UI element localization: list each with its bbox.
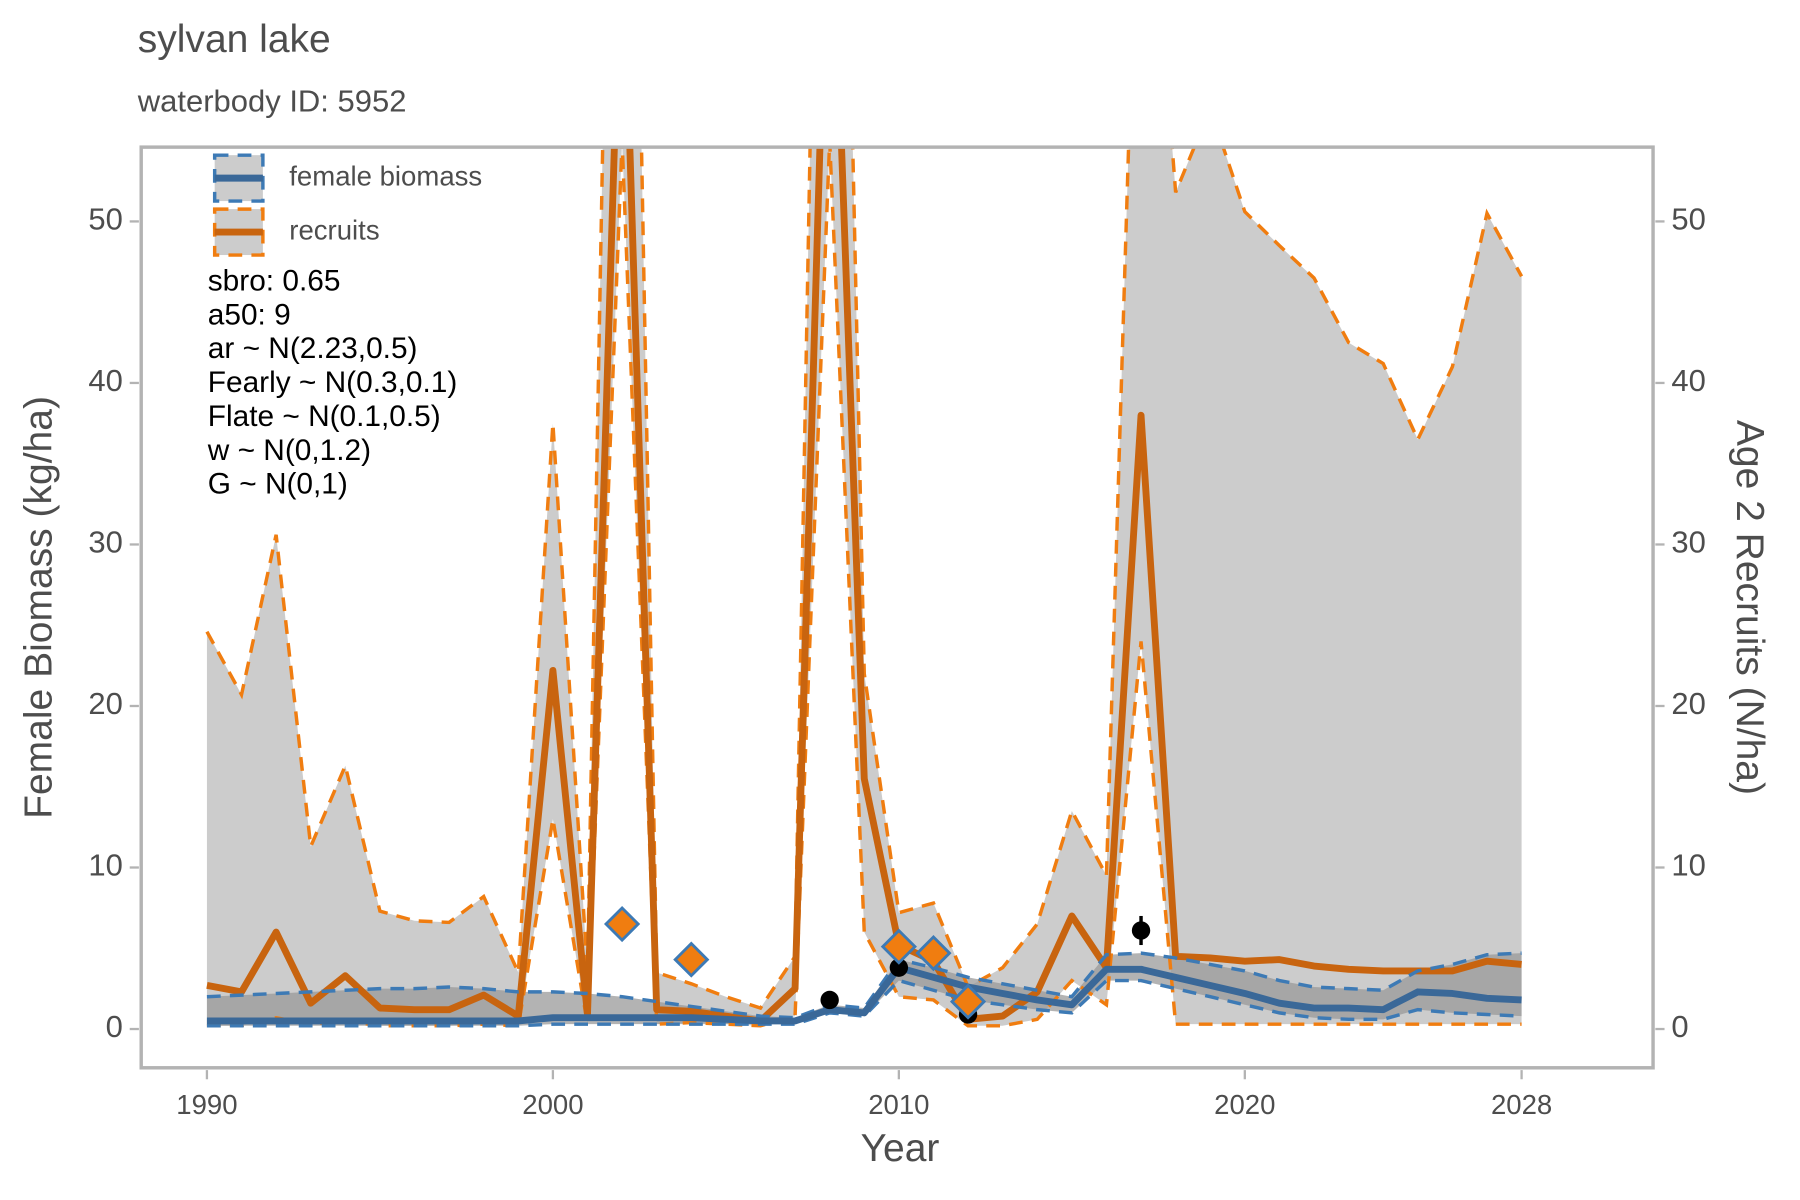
y2-tick-label: 30 (1671, 525, 1705, 560)
y-tick-label: 0 (106, 1009, 123, 1044)
observed-recruits (915, 935, 952, 972)
annotation: a50: 9 (208, 298, 291, 331)
y2-tick-label: 10 (1671, 848, 1705, 883)
observed-recruits (673, 941, 710, 978)
legend-label: female biomass (289, 160, 482, 191)
x-tick-label: 2020 (1214, 1089, 1275, 1120)
annotation: ar ~ N(2.23,0.5) (208, 332, 418, 365)
band-edge (206, 951, 1522, 1020)
y2-tick-label: 50 (1671, 202, 1705, 237)
x-axis-label: Year (861, 1127, 940, 1170)
observed-biomass (889, 958, 909, 977)
y-tick-label: 10 (88, 848, 122, 883)
y-tick-label: 20 (88, 686, 122, 721)
band-edge (205, 147, 1524, 1011)
y-tick-label: 30 (88, 525, 122, 560)
observed-recruits (603, 905, 641, 943)
observed-biomass (820, 990, 839, 1010)
annotation: Fearly ~ N(0.3,0.1) (208, 366, 458, 399)
band (206, 147, 1522, 1026)
x-tick-label: 2028 (1491, 1089, 1552, 1120)
y-axis-label: Female Biomass (kg/ha) (18, 396, 61, 819)
x-tick-label: 2000 (522, 1089, 583, 1120)
x-tick-label: 1990 (176, 1089, 237, 1120)
y2-tick-label: 20 (1671, 686, 1705, 721)
annotation: G ~ N(0,1) (208, 468, 348, 501)
median-line (206, 964, 1522, 1025)
y2-tick-label: 40 (1671, 363, 1705, 398)
annotation: w ~ N(0,1.2) (207, 434, 371, 467)
band-edge (206, 147, 1522, 1028)
chart-title: sylvan lake (138, 18, 331, 61)
observed-recruits (880, 928, 917, 965)
plot-area (205, 147, 1524, 1028)
y-tick-label: 50 (88, 202, 122, 237)
annotation: Flate ~ N(0.1,0.5) (208, 400, 441, 433)
annotation: sbro: 0.65 (208, 264, 341, 297)
legend-label: recruits (289, 214, 379, 245)
y2-tick-label: 0 (1671, 1009, 1688, 1044)
band-edge (206, 978, 1522, 1028)
observed-biomass (1131, 921, 1151, 940)
x-tick-label: 2010 (868, 1089, 929, 1120)
y-tick-label: 40 (88, 363, 122, 398)
band (206, 953, 1522, 1026)
y2-axis-label: Age 2 Recruits (N/ha) (1728, 420, 1771, 795)
observed-recruits (949, 983, 987, 1020)
chart-subtitle: waterbody ID: 5952 (137, 84, 407, 119)
plot-frame (139, 145, 1655, 1070)
median-line (206, 147, 1522, 1025)
